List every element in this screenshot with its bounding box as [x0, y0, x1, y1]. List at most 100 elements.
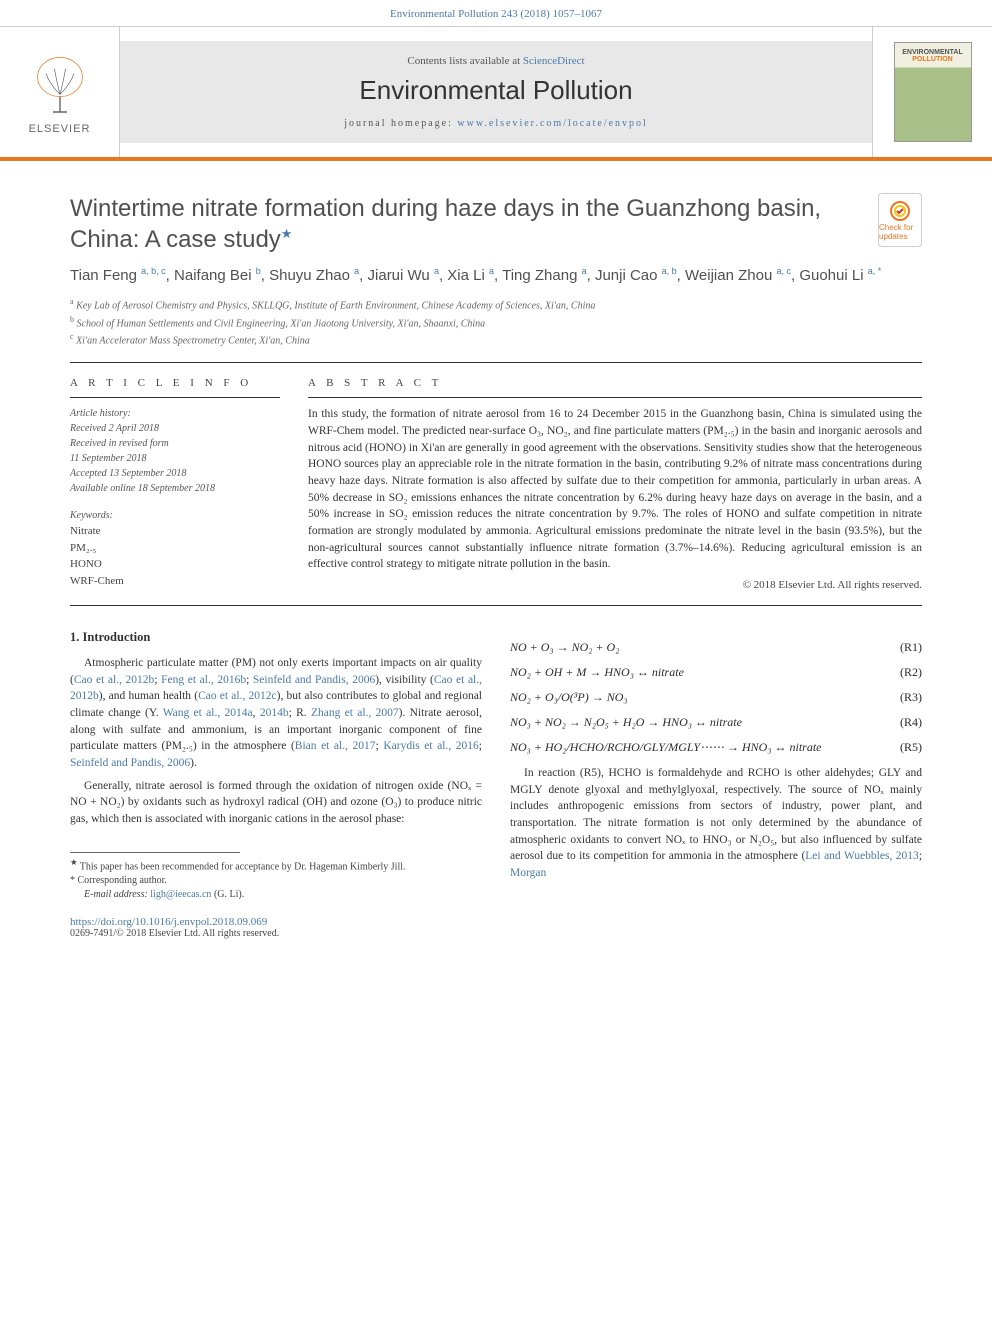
cite-9[interactable]: Bian et al., 2017	[295, 740, 376, 752]
author-8: Weijian Zhou	[685, 267, 776, 284]
top-citation-link: Environmental Pollution 243 (2018) 1057–…	[0, 0, 992, 26]
hist-accepted: Accepted 13 September 2018	[70, 466, 280, 481]
author-2: Naifang Bei	[174, 267, 256, 284]
journal-cover-box: ENVIRONMENTAL POLLUTION	[872, 27, 992, 157]
author-9-affil: a, *	[868, 266, 882, 276]
kw-1: Nitrate	[70, 523, 280, 540]
hist-revised-1: Received in revised form	[70, 436, 280, 451]
journal-title: Environmental Pollution	[120, 75, 872, 106]
author-4: Jiarui Wu	[368, 267, 434, 284]
cite-2[interactable]: Feng et al., 2016b	[161, 674, 246, 686]
body-col-left: 1. Introduction Atmospheric particulate …	[70, 630, 482, 939]
footnote-corr: * Corresponding author.	[70, 874, 482, 888]
kw-3: HONO	[70, 556, 280, 573]
author-8-affil: a, c	[776, 266, 791, 276]
publisher-name: ELSEVIER	[29, 123, 91, 135]
cite-12[interactable]: Lei and Wuebbles, 2013	[805, 850, 919, 862]
elsevier-tree-icon	[25, 49, 95, 119]
divider-2	[70, 605, 922, 606]
homepage-line: journal homepage: www.elsevier.com/locat…	[120, 118, 872, 129]
footnote-email: E-mail address: ligh@ieecas.cn (G. Li).	[70, 888, 482, 902]
hist-online: Available online 18 September 2018	[70, 481, 280, 496]
cite-7[interactable]: 2014b	[260, 707, 289, 719]
cite-5[interactable]: Cao et al., 2012c	[198, 690, 277, 702]
crossmark-badge[interactable]: Check for updates	[878, 193, 922, 247]
info-abstract-row: A R T I C L E I N F O Article history: R…	[70, 377, 922, 591]
publisher-logo-box: ELSEVIER	[0, 27, 120, 157]
author-7-affil: a, b	[662, 266, 677, 276]
article-content: Wintertime nitrate formation during haze…	[0, 161, 992, 959]
intro-p1: Atmospheric particulate matter (PM) not …	[70, 655, 482, 772]
divider-info	[70, 397, 280, 398]
citation-link[interactable]: Environmental Pollution 243 (2018) 1057–…	[390, 8, 602, 20]
abstract-col: A B S T R A C T In this study, the forma…	[308, 377, 922, 591]
affil-a: a Key Lab of Aerosol Chemistry and Physi…	[70, 296, 922, 313]
affil-c: c Xi'an Accelerator Mass Spectrometry Ce…	[70, 331, 922, 348]
reaction-r3: NO₂ + O₃/O(³P) → NO₃(R3)	[510, 690, 922, 705]
cite-10[interactable]: Karydis et al., 2016	[383, 740, 478, 752]
affil-b: b School of Human Settlements and Civil …	[70, 314, 922, 331]
cite-8[interactable]: Zhang et al., 2007	[311, 707, 399, 719]
issn-line: 0269-7491/© 2018 Elsevier Ltd. All right…	[70, 928, 482, 939]
reaction-r5: NO₃ + HO₂/HCHO/RCHO/GLY/MGLY⋯⋯ → HNO₃ ↔ …	[510, 740, 922, 755]
contents-prefix: Contents lists available at	[407, 55, 522, 67]
reaction-r2: NO₂ + OH + M → HNO₃ ↔ nitrate(R2)	[510, 665, 922, 680]
cite-6[interactable]: Wang et al., 2014a	[163, 707, 253, 719]
journal-cover: ENVIRONMENTAL POLLUTION	[894, 42, 972, 142]
homepage-link[interactable]: www.elsevier.com/locate/envpol	[457, 118, 647, 129]
cite-3[interactable]: Seinfeld and Pandis, 2006	[253, 674, 375, 686]
kw-2: PM₂.₅	[70, 540, 280, 557]
cover-title-2: POLLUTION	[912, 56, 952, 63]
history-head: Article history:	[70, 406, 280, 421]
divider-abstract	[308, 397, 922, 398]
cover-title-1: ENVIRONMENTAL	[902, 49, 963, 56]
body-columns: 1. Introduction Atmospheric particulate …	[70, 630, 922, 939]
intro-p2: Generally, nitrate aerosol is formed thr…	[70, 778, 482, 828]
author-7: Junji Cao	[595, 267, 662, 284]
hist-revised-2: 11 September 2018	[70, 451, 280, 466]
keywords-head: Keywords:	[70, 510, 280, 521]
reaction-r4: NO₃ + NO₂ → N₂O₅ + H₂O → HNO₃ ↔ nitrate(…	[510, 715, 922, 730]
author-3: Shuyu Zhao	[269, 267, 354, 284]
intro-heading: 1. Introduction	[70, 630, 482, 645]
authors-list: Tian Feng a, b, c, Naifang Bei b, Shuyu …	[70, 265, 922, 286]
footnote-rule	[70, 852, 240, 853]
cite-11[interactable]: Seinfeld and Pandis, 2006	[70, 757, 190, 769]
hist-received: Received 2 April 2018	[70, 421, 280, 436]
author-6: Ting Zhang	[502, 267, 582, 284]
affiliations: a Key Lab of Aerosol Chemistry and Physi…	[70, 296, 922, 348]
badge-label: Check for updates	[879, 223, 921, 241]
author-5: Xia Li	[447, 267, 489, 284]
homepage-prefix: journal homepage:	[344, 118, 457, 129]
elsevier-logo: ELSEVIER	[20, 42, 100, 142]
author-9: Guohui Li	[799, 267, 867, 284]
reaction-r1: NO + O₃ → NO₂ + O₂(R1)	[510, 640, 922, 655]
abstract-label: A B S T R A C T	[308, 377, 922, 389]
doi-link[interactable]: https://doi.org/10.1016/j.envpol.2018.09…	[70, 916, 267, 928]
title-footnote-star: ★	[281, 226, 293, 241]
intro-p3: In reaction (R5), HCHO is formaldehyde a…	[510, 765, 922, 882]
crossmark-icon	[888, 199, 912, 223]
abstract-text: In this study, the formation of nitrate …	[308, 406, 922, 573]
doi-block: https://doi.org/10.1016/j.envpol.2018.09…	[70, 916, 482, 939]
author-1-affil: a, b, c	[141, 266, 166, 276]
article-history: Article history: Received 2 April 2018 R…	[70, 406, 280, 496]
article-info-col: A R T I C L E I N F O Article history: R…	[70, 377, 280, 591]
footnote-star: ★ This paper has been recommended for ac…	[70, 857, 482, 874]
cite-1[interactable]: Cao et al., 2012b	[74, 674, 154, 686]
journal-banner: ELSEVIER Contents lists available at Sci…	[0, 26, 992, 161]
kw-4: WRF-Chem	[70, 573, 280, 590]
title-text: Wintertime nitrate formation during haze…	[70, 195, 821, 253]
divider-1	[70, 362, 922, 363]
sciencedirect-link[interactable]: ScienceDirect	[523, 55, 585, 67]
contents-line: Contents lists available at ScienceDirec…	[120, 55, 872, 67]
body-col-right: NO + O₃ → NO₂ + O₂(R1) NO₂ + OH + M → HN…	[510, 630, 922, 939]
cite-13[interactable]: Morgan	[510, 867, 546, 879]
info-label: A R T I C L E I N F O	[70, 377, 280, 389]
keywords-list: Nitrate PM₂.₅ HONO WRF-Chem	[70, 523, 280, 589]
copyright-line: © 2018 Elsevier Ltd. All rights reserved…	[308, 579, 922, 591]
email-link[interactable]: ligh@ieecas.cn	[150, 889, 211, 900]
author-1: Tian Feng	[70, 267, 141, 284]
article-title: Wintertime nitrate formation during haze…	[70, 193, 866, 255]
banner-center: Contents lists available at ScienceDirec…	[120, 41, 872, 143]
